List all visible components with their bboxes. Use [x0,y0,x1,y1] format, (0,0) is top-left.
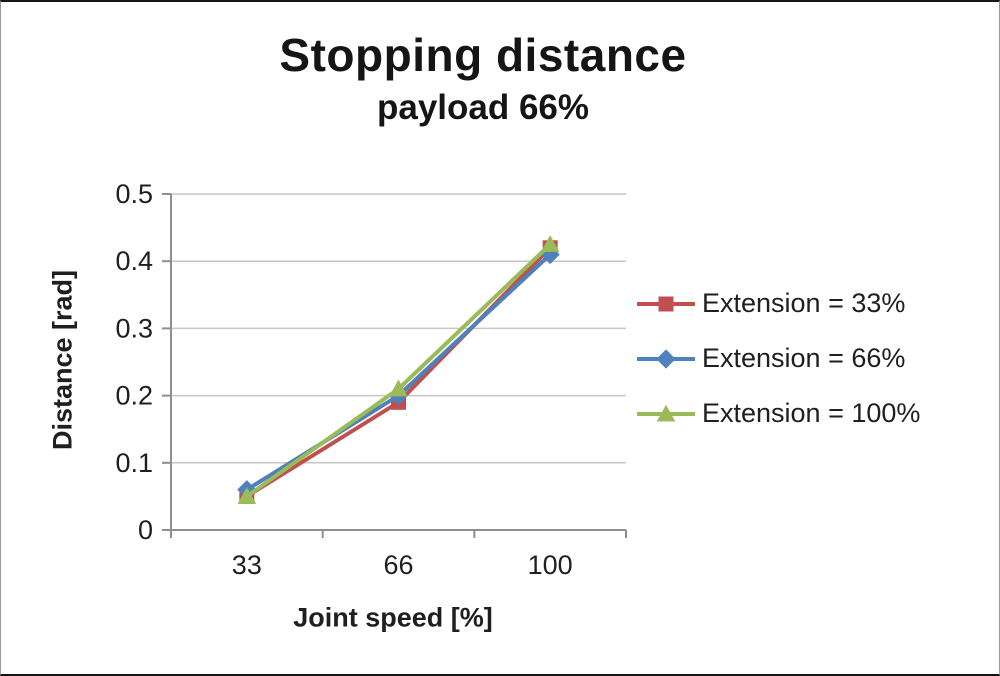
y-tick-label: 0.3 [115,313,153,343]
legend-label: Extension = 33% [702,288,906,318]
series-line-2 [244,242,553,499]
legend-label: Extension = 66% [702,343,906,373]
series-marker-2 [237,487,257,504]
legend: Extension = 33% Extension = 66% Extension … [637,276,920,441]
x-tick-label: 33 [232,550,262,580]
legend-marker [656,348,676,369]
series-marker-2 [540,235,560,252]
y-tick-label: 0.5 [115,179,153,209]
chart-title: Stopping distance [279,29,687,81]
legend-marker [656,404,676,421]
legend-item: Extension = 100% [637,386,920,441]
y-axis-title: Distance [rad] [47,269,78,451]
chart-subtitle: payload 66% [376,88,590,127]
y-tick-label: 0.1 [115,448,153,478]
y-tick-label: 0.2 [115,381,153,411]
y-tick-label: 0 [138,515,153,545]
series-marker-1 [540,244,560,265]
legend-diamond-icon [637,348,695,369]
y-tick-label: 0.4 [115,246,153,276]
x-tick-label: 66 [383,550,413,580]
legend-square-icon [637,296,695,311]
series-marker-2 [389,379,408,397]
x-tick-label: 100 [528,550,573,580]
legend-label: Extension = 100% [702,398,921,428]
legend-item: Extension = 33% [637,276,920,331]
x-axis-title: Joint speed [%] [293,602,493,633]
legend-triangle-icon [637,404,695,421]
legend-marker [658,296,674,311]
legend-item: Extension = 66% [637,331,920,386]
